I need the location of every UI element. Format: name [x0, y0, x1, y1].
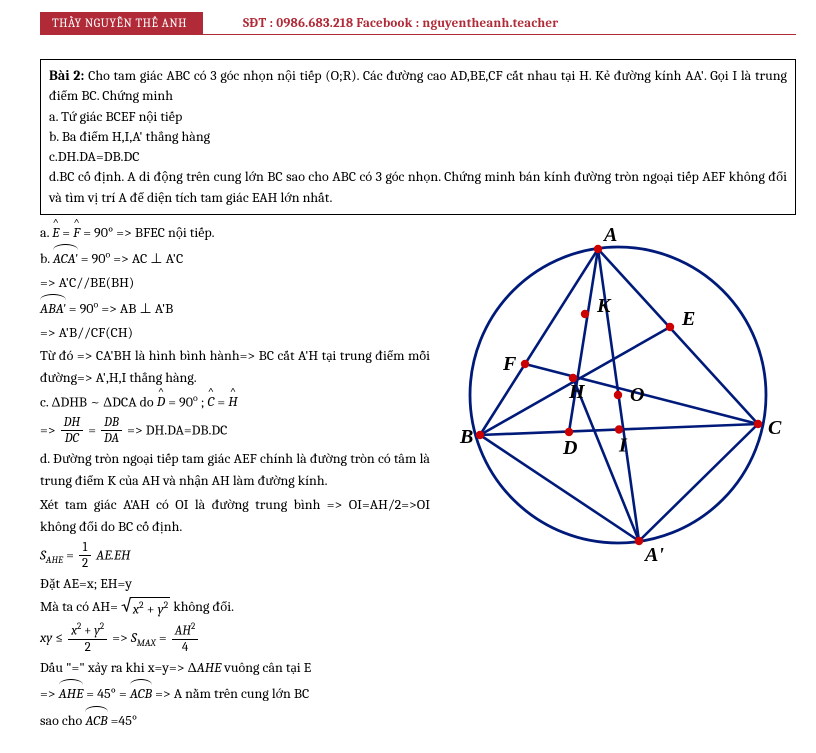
teacher-name-tab: THẦY NGUYỄN THẾ ANH	[40, 12, 203, 34]
solution-text: a. E = F = 90° => BFEC nội tiếp. b. ACA'…	[40, 221, 442, 733]
svg-text:D: D	[562, 437, 577, 459]
sol-b-3: ABA' = 90o => AB ⊥ A'B	[40, 295, 430, 320]
sol-d-2: Xét tam giác A'AH có OI là đường trung b…	[40, 494, 430, 539]
svg-text:K: K	[596, 295, 612, 317]
svg-text:O: O	[630, 384, 644, 406]
sol-d-1: d. Đường tròn ngoại tiếp tam giác AEF ch…	[40, 448, 430, 493]
problem-intro: Bài 2: Cho tam giác ABC có 3 góc nhọn nộ…	[49, 66, 787, 107]
problem-statement-box: Bài 2: Cho tam giác ABC có 3 góc nhọn nộ…	[40, 59, 796, 215]
sol-d-5: Dấu "=" xảy ra khi x=y=> ΔAHE vuông cân …	[40, 657, 430, 679]
sol-c-1: c. ΔDHB ~ ΔDCA do D = 90o ; C = H	[40, 391, 430, 414]
sol-d-4: Mà ta có AH= √x2 + y2 không đổi.	[40, 596, 430, 621]
content-row: a. E = F = 90° => BFEC nội tiếp. b. ACA'…	[40, 221, 796, 733]
problem-part-b: b. Ba điểm H,I,A' thẳng hàng	[49, 127, 787, 147]
svg-text:H: H	[568, 381, 586, 403]
svg-text:B: B	[459, 426, 473, 448]
problem-part-c: c.DH.DA=DB.DC	[49, 147, 787, 167]
sol-d-7: sao cho ACB =45°	[40, 707, 430, 732]
problem-part-a: a. Tứ giác BCEF nội tiếp	[49, 107, 787, 127]
contact-info: SĐT : 0986.683.218 Facebook : nguyenthea…	[243, 16, 558, 34]
sol-a: a. E = F = 90° => BFEC nội tiếp.	[40, 222, 430, 244]
sol-d-ineq: xy ≤ x2 + y22 => SMAX = AH24	[40, 622, 430, 656]
sol-d-6: => AHE = 45° = ACB => A nằm trên cung lớ…	[40, 680, 430, 705]
sol-c-2: => DHDC = DBDA => DH.DA=DB.DC	[40, 415, 430, 447]
page-header: THẦY NGUYỄN THẾ ANH SĐT : 0986.683.218 F…	[40, 12, 796, 35]
sol-b-2: => A'C//BE(BH)	[40, 272, 430, 294]
figure-svg: A B C A' O I D E F H K	[448, 225, 793, 565]
sol-b-1: b. ACA' = 90o => AC ⊥ A'C	[40, 245, 430, 270]
sol-b-4: => A'B//CF(CH)	[40, 322, 430, 344]
svg-text:A: A	[602, 225, 617, 246]
svg-text:F: F	[502, 353, 517, 375]
sol-d-area: SAHE = 12 AE.EH	[40, 540, 430, 572]
svg-text:A': A'	[643, 544, 664, 565]
sol-d-3: Đặt AE=x; EH=y	[40, 573, 430, 595]
geometry-figure: A B C A' O I D E F H K	[442, 221, 796, 569]
svg-text:C: C	[768, 417, 782, 439]
sol-b-5: Từ đó => CA'BH là hình bình hành=> BC cắ…	[40, 345, 430, 390]
svg-text:E: E	[681, 308, 695, 330]
problem-title: Bài 2:	[49, 67, 84, 84]
svg-text:I: I	[618, 435, 628, 457]
problem-part-d: d.BC cố định. A di động trên cung lớn BC…	[49, 167, 787, 208]
